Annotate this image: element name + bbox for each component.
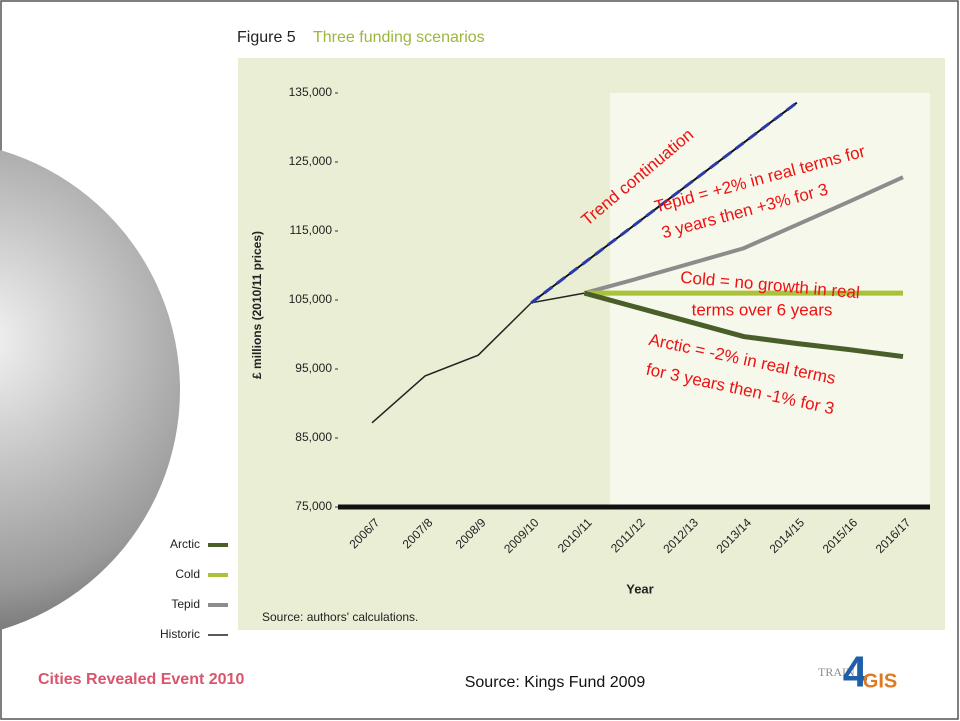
legend-label: Cold: [175, 567, 200, 581]
logo-text: GIS: [863, 670, 897, 692]
y-tick-label: 75,000: [295, 499, 332, 513]
legend-label: Historic: [160, 627, 200, 641]
y-tick-label: 95,000: [295, 361, 332, 375]
legend-label: Tepid: [171, 597, 200, 611]
figure-label: Figure 5: [237, 29, 296, 46]
y-tick-label: 85,000: [295, 430, 332, 444]
logo-text: TRAIN: [818, 665, 855, 679]
globe: [0, 150, 180, 630]
forecast-region: [610, 93, 930, 507]
series-line: [371, 292, 585, 424]
event-name: Cities Revealed Event 2010: [38, 671, 244, 688]
y-tick-label: 115,000: [290, 223, 333, 237]
y-tick-label: 135,000: [289, 85, 333, 99]
chart-title: Three funding scenarios: [313, 29, 485, 46]
y-tick-label: 105,000: [289, 292, 333, 306]
series-line: [583, 175, 904, 296]
x-axis-label: Year: [626, 581, 653, 596]
footer-source: Source: Kings Fund 2009: [465, 674, 646, 691]
y-axis-label: £ millions (2010/11 prices): [250, 231, 264, 379]
y-tick-label: 125,000: [289, 154, 333, 168]
source-note: Source: authors' calculations.: [262, 610, 418, 624]
annotation: terms over 6 years: [692, 300, 833, 319]
series-line: [530, 101, 798, 304]
legend-label: Arctic: [170, 537, 200, 551]
logo-digit: 4: [843, 648, 868, 697]
series-line: [583, 290, 904, 360]
